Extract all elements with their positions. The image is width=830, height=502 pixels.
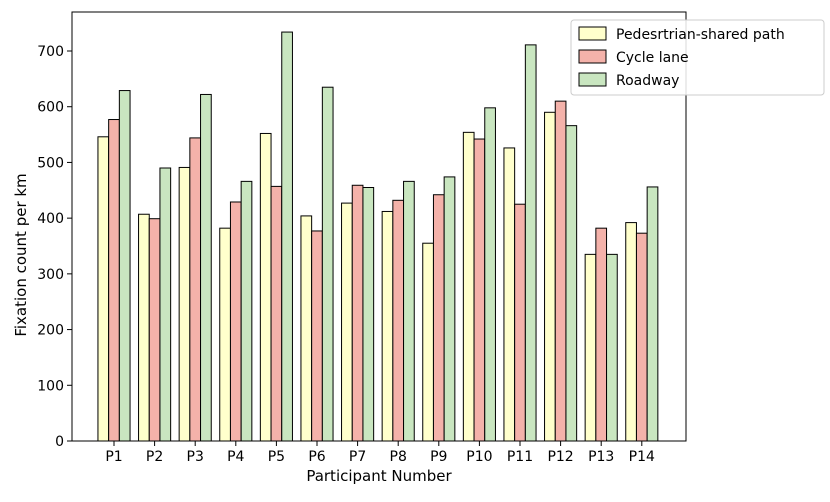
bar-p4-series-1 (219, 227, 231, 442)
x-tick-label: P14 (629, 449, 655, 465)
x-tick-label: P5 (268, 449, 285, 465)
ticks-layer: 0 100 200 300 400 500 600 700 P1 P2 P3 P4 P5 P6 P7 P8 P9… (37, 44, 655, 465)
y-tick-label: 300 (37, 267, 64, 283)
bar-p13-series-2 (595, 227, 608, 442)
bar-p3-series-3 (200, 93, 212, 442)
x-tick-label: P13 (588, 449, 614, 465)
legend-box (570, 19, 825, 96)
y-tick-label: 400 (37, 211, 64, 227)
legend-label-3: Roadway (616, 73, 679, 89)
bar-p5-series-1 (259, 132, 272, 442)
x-tick-label: P6 (308, 449, 325, 465)
bar-p8-series-3 (403, 180, 415, 442)
bar-p8-series-1 (381, 210, 394, 442)
bar-p1-series-2 (108, 119, 120, 442)
x-tick-label: P10 (466, 449, 492, 465)
bar-p11-series-3 (524, 44, 537, 442)
legend-label-2: Cycle lane (616, 50, 689, 66)
bar-p10-series-1 (462, 131, 475, 442)
bar-p9-series-1 (422, 242, 434, 442)
x-tick-label: P3 (187, 449, 204, 465)
bar-p13-series-1 (584, 253, 597, 442)
x-tick-label: P2 (146, 449, 163, 465)
x-tick-label: P9 (430, 449, 447, 465)
bar-p6-series-3 (321, 86, 334, 442)
bar-p2-series-1 (138, 213, 150, 442)
bars-layer (97, 31, 659, 442)
bar-p12-series-1 (544, 111, 556, 442)
bar-p5-series-2 (270, 185, 283, 442)
bar-p6-series-2 (311, 230, 323, 442)
bar-p9-series-2 (432, 194, 445, 442)
bar-p7-series-1 (341, 202, 353, 442)
bar-p13-series-3 (606, 253, 618, 442)
bar-p7-series-2 (351, 184, 364, 442)
bar-p2-series-2 (148, 218, 161, 442)
bar-p7-series-3 (362, 187, 375, 442)
bar-p6-series-1 (300, 215, 313, 442)
bar-p11-series-2 (514, 203, 526, 442)
legend-swatch-1 (578, 26, 607, 41)
bar-p3-series-1 (178, 166, 191, 442)
bar-p3-series-2 (189, 137, 202, 442)
x-tick-label: P11 (507, 449, 533, 465)
y-tick-label: 600 (37, 100, 64, 116)
y-tick-label: 100 (37, 378, 64, 394)
x-tick-label: P4 (227, 449, 244, 465)
bar-p5-series-3 (281, 31, 293, 442)
plot-frame (71, 11, 687, 442)
bar-p10-series-3 (484, 107, 496, 442)
legend-swatch-2 (578, 49, 607, 64)
bar-p14-series-2 (635, 232, 648, 442)
y-tick-label: 0 (55, 434, 64, 450)
axes-layer (71, 11, 687, 442)
x-tick-label: P8 (390, 449, 407, 465)
bar-p1-series-1 (97, 136, 110, 442)
y-axis-label: Fixation count per km (12, 173, 30, 336)
bar-p12-series-3 (565, 125, 578, 442)
bar-p14-series-1 (625, 222, 637, 442)
bar-p4-series-3 (240, 180, 253, 442)
bar-p10-series-2 (473, 138, 486, 442)
x-tick-label: P12 (547, 449, 573, 465)
bar-p11-series-1 (503, 147, 516, 442)
legend-swatch-3 (578, 72, 607, 87)
legend-label-1: Pedesrtrian-shared path (616, 27, 785, 43)
bar-p4-series-2 (229, 201, 242, 442)
legend: Pedesrtrian-shared path Cycle lane Roadway (570, 19, 825, 96)
y-tick-label: 200 (37, 323, 64, 339)
bar-p14-series-3 (646, 186, 659, 442)
bar-p2-series-3 (159, 167, 172, 442)
x-axis-label: Participant Number (306, 467, 452, 485)
bar-p9-series-3 (443, 176, 456, 442)
bar-p8-series-2 (392, 199, 405, 442)
y-tick-label: 700 (37, 44, 64, 60)
y-tick-label: 500 (37, 155, 64, 171)
x-tick-label: P7 (349, 449, 366, 465)
bar-p1-series-3 (118, 90, 131, 442)
bar-p12-series-2 (554, 100, 567, 442)
x-tick-label: P1 (105, 449, 122, 465)
